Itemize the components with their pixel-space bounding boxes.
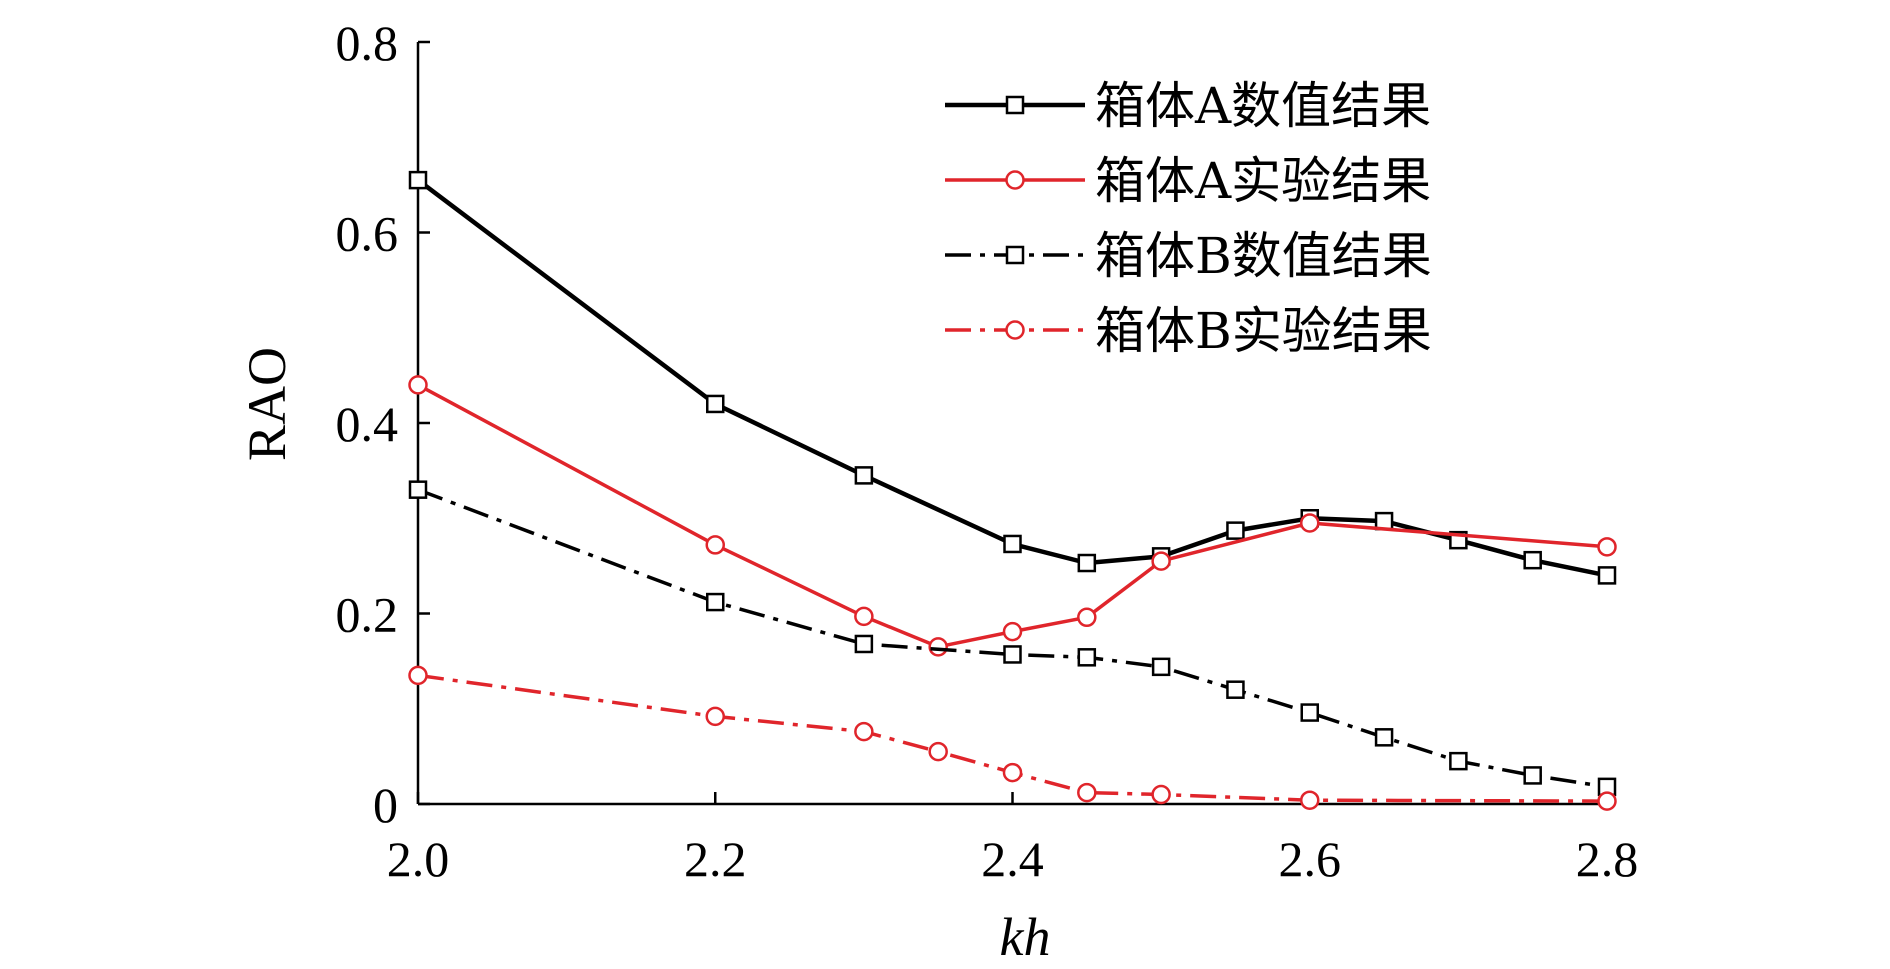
legend-swatch-marker (1005, 170, 1025, 190)
series-3-point (1523, 766, 1542, 785)
legend-entry-label: 箱体A数值结果 (1095, 77, 1431, 135)
legend-swatch-marker (1005, 245, 1025, 265)
y-tick-label: 0.8 (336, 15, 399, 71)
series-4-point (1077, 782, 1097, 803)
series-3-point (1226, 680, 1245, 699)
series-3-point (1077, 648, 1097, 667)
series-line-2 (417, 383, 1608, 649)
x-axis-title: kh (1000, 907, 1051, 967)
series-2-point (1151, 551, 1171, 571)
series-1-point (408, 170, 428, 190)
series-1-point (706, 394, 725, 414)
legend-swatch-marker (1005, 320, 1025, 340)
legend-entry-label: 箱体A实验结果 (1095, 152, 1431, 210)
series-4-point (1151, 784, 1171, 805)
series-3-point (1151, 657, 1171, 677)
series-line-3 (417, 488, 1608, 789)
series-2-point (1597, 537, 1617, 557)
series-2-point (1077, 607, 1097, 628)
series-3-point (408, 480, 428, 499)
series-3-point (854, 634, 874, 654)
legend-entry-label: 箱体B实验结果 (1095, 302, 1432, 360)
legend-entry-label: 箱体B数值结果 (1095, 227, 1432, 285)
x-tick-label: 2.8 (1576, 831, 1639, 887)
series-2-point (408, 375, 428, 395)
series-2-point (928, 637, 948, 657)
series-3-point (1003, 645, 1022, 664)
x-tick-label: 2.4 (981, 831, 1044, 887)
legend-swatch-marker (1005, 95, 1025, 115)
y-tick-label: 0.6 (336, 206, 399, 262)
series-4-point (1597, 791, 1617, 811)
series-3-point (1374, 728, 1394, 747)
series-2-point (1002, 621, 1023, 642)
x-tick-label: 2.0 (387, 831, 450, 887)
y-axis-title: RAO (237, 347, 297, 461)
series-4-point (854, 721, 874, 742)
series-3-point (1449, 751, 1468, 771)
series-1-point (1003, 534, 1022, 554)
series-4-point (1300, 790, 1320, 810)
series-3-point (1300, 703, 1319, 722)
x-tick-label: 2.2 (684, 831, 747, 887)
y-tick-label: 0.2 (336, 587, 399, 643)
series-1-point (1374, 511, 1394, 531)
series-1-point (854, 466, 874, 485)
series-4-point (1002, 762, 1023, 783)
x-tick-label: 2.6 (1279, 831, 1342, 887)
series-line-1 (416, 178, 1608, 578)
series-2-point (705, 535, 725, 555)
series-2-point (854, 606, 874, 627)
series-1-point (1226, 521, 1245, 540)
series-1-point (1523, 550, 1542, 570)
series-4-point (928, 741, 948, 762)
series-1-point (1077, 553, 1097, 573)
series-1-point (1597, 566, 1617, 585)
y-tick-label: 0 (373, 777, 398, 833)
series-3-point (706, 592, 725, 612)
plot-area: 2.0 2.2 2.4 2.6 2.8 0 0.2 0.4 0.6 0.8 (336, 15, 1639, 887)
y-tick-label: 0.4 (336, 396, 399, 452)
series-4-point (408, 665, 428, 686)
series-2-point (1300, 513, 1320, 533)
series-4-point (705, 706, 725, 727)
